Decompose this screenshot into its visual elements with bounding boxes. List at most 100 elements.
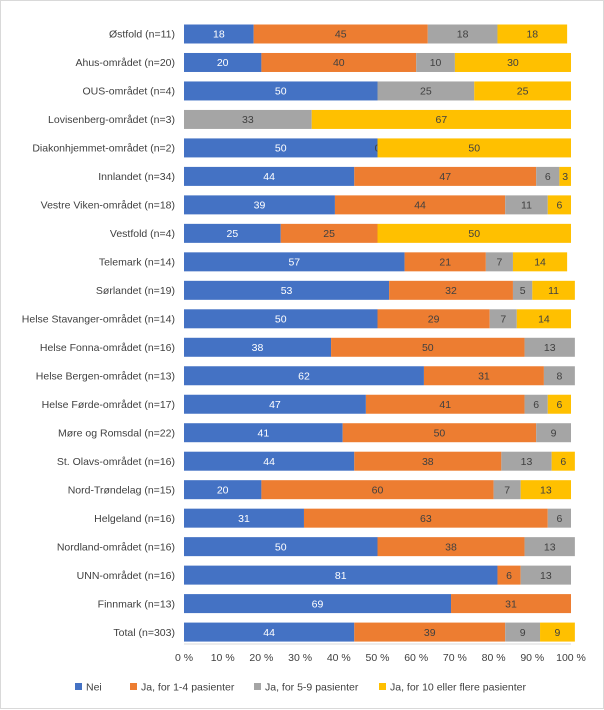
category-label: Nord-Trøndelag (n=15) [68, 484, 175, 496]
bar-segment [501, 451, 552, 471]
bar-segment [184, 594, 452, 614]
data-label: 9 [551, 427, 557, 439]
bar-segment [331, 337, 525, 357]
data-label: 63 [420, 513, 432, 525]
data-label: 7 [504, 484, 510, 496]
bar-segment [334, 195, 506, 215]
bar-segment [184, 508, 304, 528]
bar-segment [512, 280, 533, 300]
bar-segment [423, 366, 544, 386]
data-label: 3 [562, 171, 568, 183]
bar-segment [524, 394, 548, 414]
legend-swatch [75, 683, 82, 690]
data-label: 14 [538, 314, 550, 326]
category-label: Vestfold (n=4) [110, 228, 175, 240]
bar-segment [184, 280, 390, 300]
bar-segment [497, 565, 521, 585]
x-tick-label: 10 % [211, 652, 235, 664]
bar-segment [303, 508, 548, 528]
bar-segment [184, 81, 378, 101]
category-label: Sørlandet (n=19) [96, 285, 175, 297]
bar-segment [184, 394, 366, 414]
data-label: 33 [242, 114, 254, 126]
data-label: 25 [420, 86, 432, 98]
data-label: 5 [520, 285, 526, 297]
bar-segment [184, 52, 262, 72]
category-label: Total (n=303) [113, 627, 175, 639]
data-label: 38 [422, 456, 434, 468]
bar-segment [253, 24, 428, 44]
bar-segment [485, 252, 513, 272]
x-tick-label: 70 % [443, 652, 467, 664]
data-label: 30 [507, 57, 519, 69]
legend-swatch [254, 683, 261, 690]
data-label: 9 [555, 627, 561, 639]
bar-segment [354, 451, 502, 471]
bar-segment [184, 109, 312, 129]
x-tick-label: 40 % [327, 652, 351, 664]
data-label: 20 [217, 484, 229, 496]
data-label: 9 [520, 627, 526, 639]
bar-segment [377, 138, 571, 158]
bar-segment [342, 423, 537, 443]
bar-segment [427, 24, 498, 44]
data-label: 7 [500, 314, 506, 326]
bar-segment [184, 309, 378, 329]
bar-segment [261, 52, 417, 72]
bar-segment [551, 451, 575, 471]
bar-segment [547, 394, 571, 414]
data-label: 13 [544, 342, 556, 354]
bar-segment [184, 166, 355, 186]
bar-segment [474, 81, 571, 101]
legend-swatch [130, 683, 137, 690]
data-label: 11 [548, 285, 559, 297]
bar-segment [516, 309, 571, 329]
category-label: Helse Stavanger-området (n=14) [22, 314, 175, 326]
bar-segment [505, 622, 541, 642]
bar-segment [184, 252, 405, 272]
category-label: Lovisenberg-området (n=3) [48, 114, 175, 126]
data-label: 47 [439, 171, 451, 183]
data-label: 6 [556, 200, 562, 212]
bar-segment [377, 81, 475, 101]
category-label: Helse Fonna-området (n=16) [40, 342, 175, 354]
data-label: 38 [252, 342, 264, 354]
data-label: 62 [298, 370, 310, 382]
x-tick-label: 100 % [556, 652, 586, 664]
data-label: 18 [457, 29, 469, 41]
data-label: 47 [269, 399, 281, 411]
data-label: 41 [439, 399, 451, 411]
bar-segment [547, 508, 571, 528]
data-label: 18 [213, 29, 225, 41]
bar-segment [377, 309, 490, 329]
bar-segment [505, 195, 548, 215]
bar-segment [451, 594, 571, 614]
bar-segment [184, 138, 378, 158]
bar-segment [184, 565, 498, 585]
bar-segment [365, 394, 525, 414]
data-label: 7 [496, 257, 502, 269]
bar-segment [489, 309, 517, 329]
x-tick-label: 90 % [520, 652, 544, 664]
category-label: Innlandet (n=34) [98, 171, 175, 183]
bar-segment [497, 24, 568, 44]
data-label: 50 [434, 427, 446, 439]
bar-segment [536, 166, 560, 186]
data-label: 31 [238, 513, 250, 525]
bar-segment [493, 480, 521, 500]
bar-segment [184, 223, 281, 243]
data-label: 6 [556, 513, 562, 525]
bar-segment [547, 195, 571, 215]
data-label: 29 [428, 314, 440, 326]
data-label: 25 [517, 86, 529, 98]
x-tick-label: 80 % [482, 652, 506, 664]
category-label: Helgeland (n=16) [94, 513, 175, 525]
data-label: 31 [505, 598, 517, 610]
data-label: 44 [414, 200, 426, 212]
data-label: 40 [333, 57, 345, 69]
bar-segment [540, 622, 575, 642]
bar-segment [261, 480, 494, 500]
x-tick-label: 50 % [366, 652, 390, 664]
data-label: 81 [335, 570, 347, 582]
